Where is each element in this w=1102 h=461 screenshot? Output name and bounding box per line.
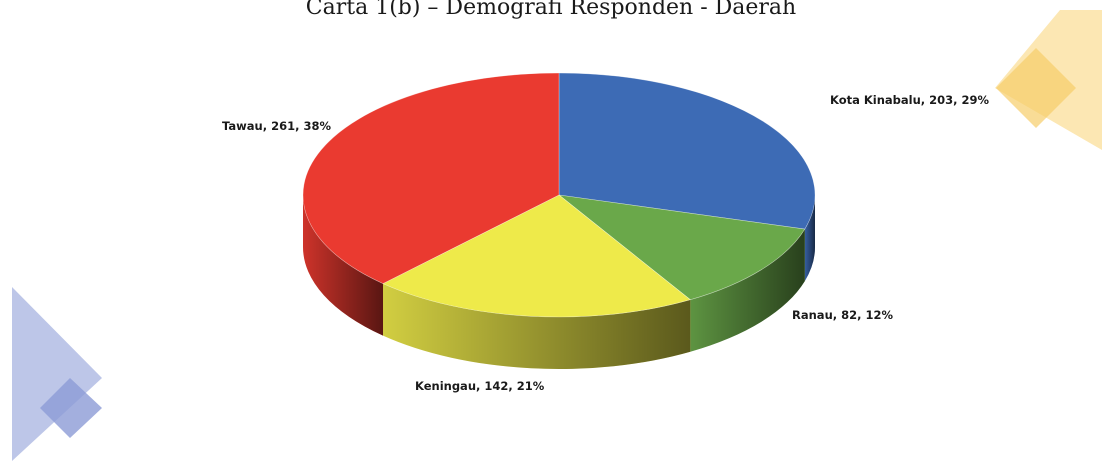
slice-side-shade	[303, 195, 384, 336]
slice-side-shade	[383, 283, 691, 369]
slice-side-shade	[804, 195, 815, 282]
deco-shape	[12, 287, 102, 461]
deco-shape	[40, 378, 102, 438]
data-label: Keningau, 142, 21%	[415, 379, 545, 393]
deco-shape	[996, 48, 1076, 128]
data-label: Kota Kinabalu, 203, 29%	[830, 93, 990, 107]
decoration	[12, 10, 1102, 461]
slice	[382, 194, 692, 318]
slice	[558, 72, 816, 230]
data-label: Tawau, 261, 38%	[222, 119, 331, 133]
slice	[302, 72, 560, 284]
data-label: Ranau, 82, 12%	[792, 308, 894, 322]
slice	[557, 194, 806, 301]
chart-title: Carta 1(b) – Demografi Responden - Daera…	[306, 0, 796, 20]
